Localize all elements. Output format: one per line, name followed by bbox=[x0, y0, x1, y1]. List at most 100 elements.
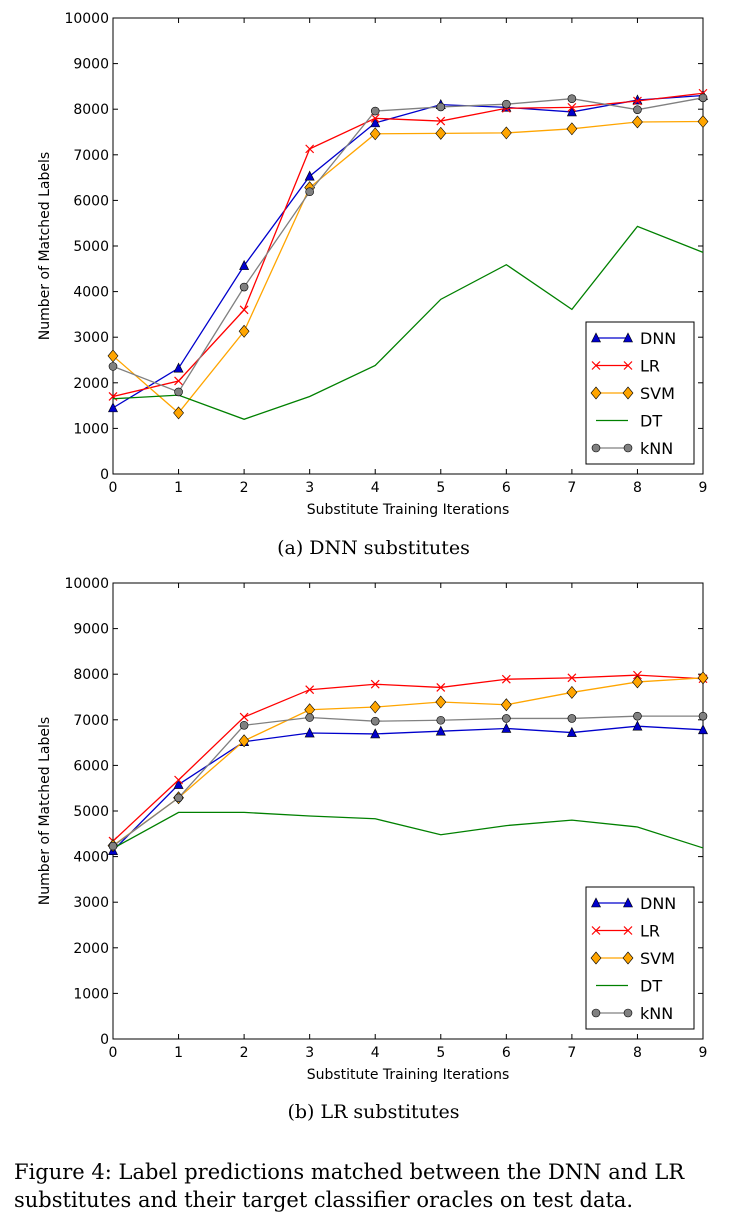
charta-point-dnn bbox=[370, 117, 381, 128]
charta-legend-marker bbox=[591, 361, 601, 370]
chartb-legend-item-lr: LR bbox=[591, 922, 660, 941]
chartb-ytick-label: 8000 bbox=[73, 667, 109, 683]
chartb-legend-item-dt: DT bbox=[596, 977, 662, 996]
chartb-point-dnn bbox=[173, 778, 184, 789]
charta-point-lr bbox=[370, 113, 380, 123]
charta-legend-label: DNN bbox=[640, 329, 676, 348]
charta-legend-item-svm: SVM bbox=[590, 384, 675, 403]
charta-point-lr bbox=[567, 102, 577, 112]
charta-xtick-label: 2 bbox=[240, 480, 249, 496]
chartb-point-knn bbox=[502, 714, 511, 723]
charta-legend-marker bbox=[623, 361, 633, 370]
charta-legend-marker bbox=[591, 443, 601, 453]
charta-legend-label: DT bbox=[640, 412, 662, 431]
chartb-legend: DNN LR SVM DT kNN bbox=[585, 886, 695, 1030]
chartb-point-lr bbox=[305, 685, 315, 695]
charta-point-dnn bbox=[566, 106, 577, 117]
chartb-point-lr bbox=[174, 775, 183, 785]
chartb-legend-marker bbox=[591, 926, 601, 935]
charta-xtick-label: 0 bbox=[109, 480, 118, 496]
chartb-ytick-label: 3000 bbox=[73, 895, 109, 911]
chartb-legend-label: DT bbox=[640, 977, 662, 996]
charta-y-axis-title: Number of Matched Labels bbox=[37, 152, 53, 340]
charta-point-knn bbox=[108, 362, 118, 371]
charta-legend-label: SVM bbox=[640, 384, 675, 403]
chartb-point-lr bbox=[436, 682, 446, 692]
chartb-ytick-label: 0 bbox=[100, 1032, 109, 1048]
chartb-xtick-label: 4 bbox=[371, 1045, 380, 1061]
chartb-point-svm bbox=[500, 698, 512, 712]
chartb-line-dnn bbox=[112, 725, 704, 852]
chartb-point-svm bbox=[632, 675, 643, 689]
charta-point-lr bbox=[239, 305, 249, 315]
charta-series-knn bbox=[108, 93, 708, 397]
chartb-point-lr bbox=[567, 673, 577, 683]
chartb-line-dt bbox=[112, 811, 704, 849]
chartb-legend-label: DNN bbox=[640, 894, 676, 913]
chart-lr-substitutes: 0 1000 2000 3000 4000 5000 6000 7000 8000 9000 100… bbox=[37, 576, 709, 1083]
chartb-ytick-label: 4000 bbox=[73, 850, 109, 866]
chartb-point-dnn bbox=[698, 724, 708, 735]
charta-ytick-label: 6000 bbox=[73, 193, 109, 209]
chartb-series-knn bbox=[108, 711, 708, 851]
charta-ytick-label: 1000 bbox=[73, 421, 109, 437]
figure-caption: Figure 4: Label predictions matched betw… bbox=[14, 1160, 685, 1212]
chartb-ytick-label: 5000 bbox=[73, 804, 109, 820]
charta-point-knn bbox=[633, 105, 642, 114]
chartb-series-svm bbox=[107, 671, 709, 853]
chartb-x-axis-title: Substitute Training Iterations bbox=[307, 1067, 510, 1083]
charta-legend-item-dt: DT bbox=[596, 412, 662, 431]
charta-point-svm bbox=[238, 324, 250, 338]
chartb-ytick-label: 9000 bbox=[73, 622, 109, 638]
charta-legend-item-dnn: DNN bbox=[591, 329, 676, 348]
chartb-ytick-label: 6000 bbox=[73, 758, 109, 774]
chartb-ytick-label: 10000 bbox=[64, 576, 109, 592]
chartb-xtick-label: 0 bbox=[109, 1045, 118, 1061]
chartb-legend-item-svm: SVM bbox=[590, 949, 675, 968]
charta-legend-item-knn: kNN bbox=[591, 439, 673, 458]
charta-point-svm bbox=[435, 126, 447, 140]
chartb-xtick-label: 3 bbox=[305, 1045, 314, 1061]
charta-point-svm bbox=[500, 126, 512, 140]
chartb-line-lr bbox=[112, 674, 704, 842]
chartb-point-knn bbox=[305, 713, 314, 722]
chartb-legend-label: LR bbox=[640, 922, 660, 941]
chartb-legend-marker bbox=[623, 897, 633, 908]
charta-point-knn bbox=[567, 94, 577, 104]
chartb-line-svm bbox=[112, 677, 704, 847]
charta-point-svm bbox=[566, 122, 578, 136]
chartb-point-dnn bbox=[370, 728, 381, 739]
chartb-xtick-label: 2 bbox=[240, 1045, 249, 1061]
charta-xtick-label: 6 bbox=[502, 480, 511, 496]
charta-legend-marker bbox=[591, 332, 601, 343]
charta-ytick-label: 3000 bbox=[73, 330, 109, 346]
charta-x-axis-title: Substitute Training Iterations bbox=[307, 502, 510, 518]
chartb-point-dnn bbox=[304, 727, 315, 738]
chartb-line-knn bbox=[112, 715, 703, 847]
chartb-legend-item-knn: kNN bbox=[591, 1004, 673, 1023]
charta-line-svm bbox=[112, 120, 704, 414]
chartb-xtick-label: 5 bbox=[436, 1045, 445, 1061]
charta-point-lr bbox=[174, 376, 183, 386]
charta-point-svm bbox=[369, 127, 381, 141]
charta-point-dnn bbox=[173, 362, 184, 373]
chartb-point-lr bbox=[370, 679, 380, 689]
charta-ytick-label: 0 bbox=[100, 467, 109, 483]
chartb-series-dnn bbox=[108, 720, 708, 855]
chartb-point-lr bbox=[501, 674, 511, 684]
charta-ytick-label: 9000 bbox=[73, 57, 109, 73]
charta-xtick-label: 7 bbox=[567, 480, 576, 496]
charta-ytick-label: 4000 bbox=[73, 285, 109, 301]
chartb-legend-marker bbox=[590, 951, 602, 965]
charta-legend-marker bbox=[623, 332, 633, 343]
charta-xtick-label: 5 bbox=[436, 480, 445, 496]
chartb-point-knn bbox=[370, 716, 380, 726]
chartb-point-lr bbox=[633, 670, 642, 680]
chartb-point-svm bbox=[369, 700, 381, 714]
charta-xtick-label: 1 bbox=[174, 480, 183, 496]
chartb-point-knn bbox=[108, 841, 118, 851]
chartb-xtick-label: 9 bbox=[699, 1045, 708, 1061]
charta-ytick-label: 2000 bbox=[73, 376, 109, 392]
charta-line-dt bbox=[112, 225, 704, 420]
chartb-legend-label: SVM bbox=[640, 949, 675, 968]
